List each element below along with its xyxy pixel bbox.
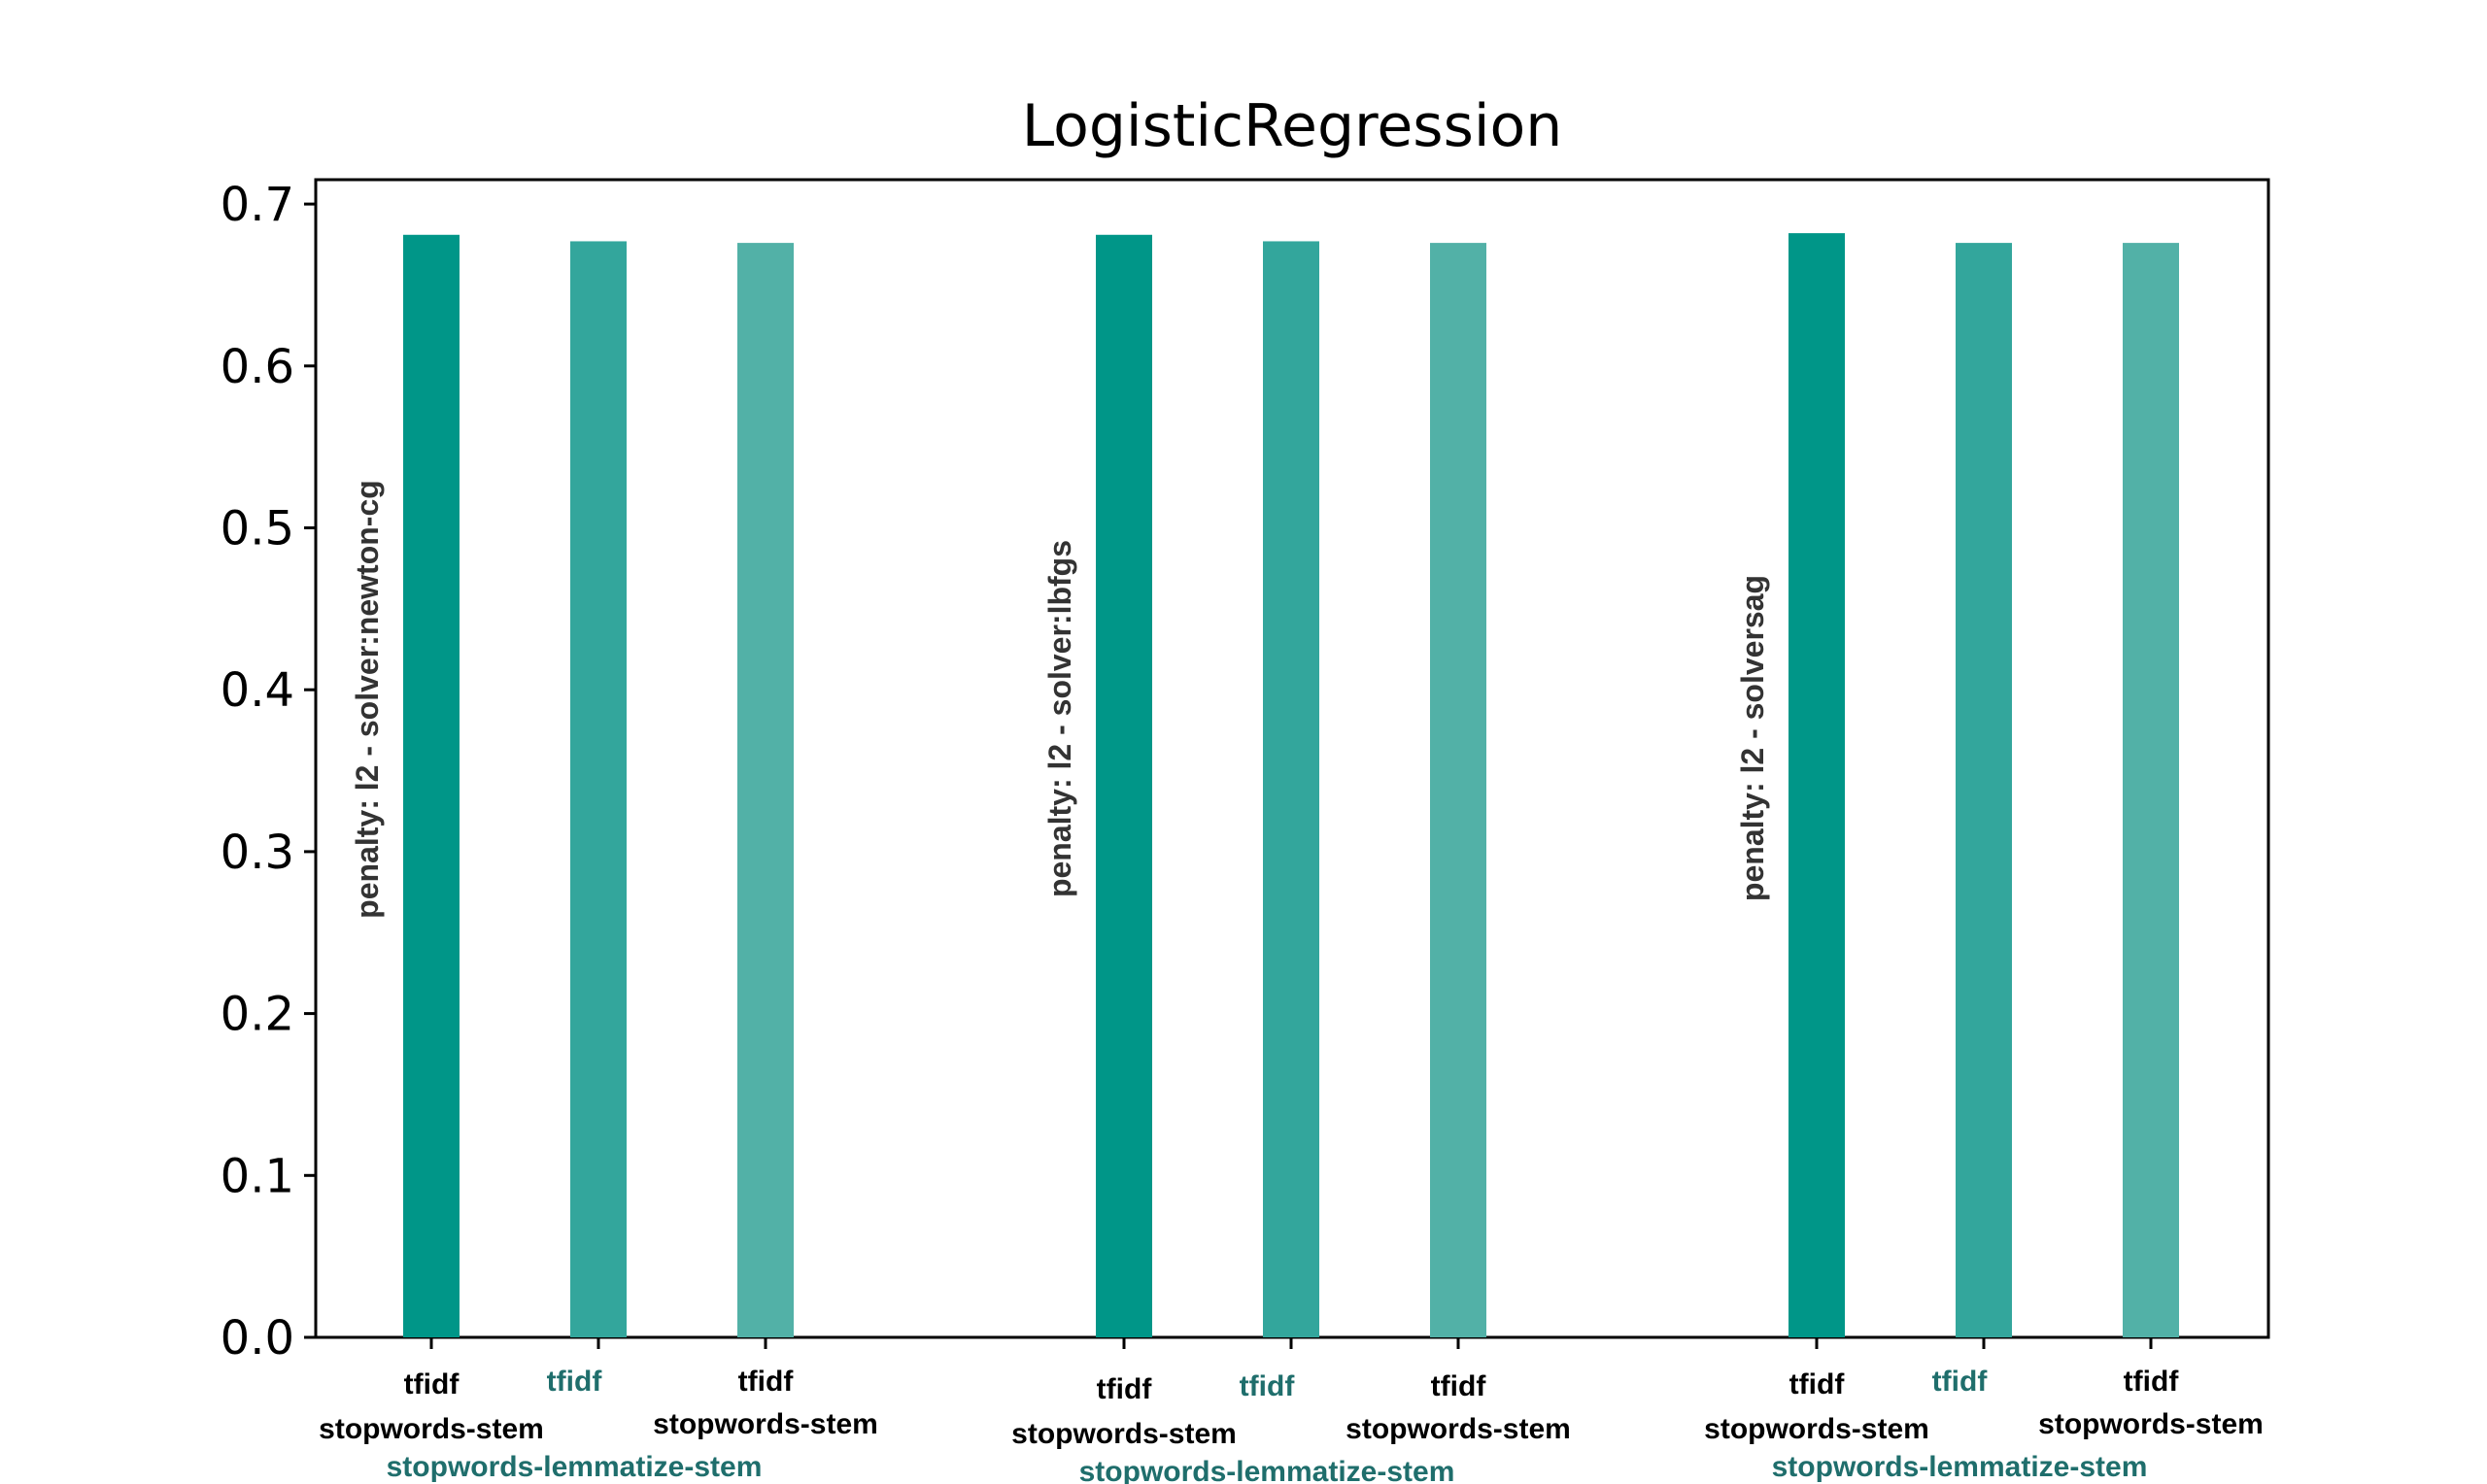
y-axis: 0.0 0.1 0.2 0.3 0.4 0.5 0.6 0.7 [221, 178, 316, 1366]
bar [1096, 234, 1152, 1338]
x-tick-label: stopwords-lemmatize-stem [387, 1451, 763, 1483]
bar [403, 234, 460, 1338]
y-tick-label: 0.6 [221, 340, 294, 394]
x-tick-label: tfidf [1097, 1373, 1153, 1405]
x-tick-label: stopwords-lemmatize-stem [1079, 1456, 1455, 1484]
y-tick-label: 0.5 [221, 502, 294, 556]
bar [1956, 243, 2012, 1337]
x-tick-label: stopwords-stem [653, 1408, 878, 1440]
bar [1789, 233, 1845, 1338]
bars-layer [403, 233, 2179, 1338]
y-tick-label: 0.2 [221, 988, 294, 1042]
x-tick-label: stopwords-stem [1011, 1418, 1237, 1450]
y-tick-label: 0.1 [221, 1149, 294, 1203]
y-tick-label: 0.4 [221, 663, 294, 718]
group-label: penalty: l2 - solversag [1735, 575, 1770, 901]
y-tick-label: 0.0 [221, 1311, 294, 1366]
x-labels-layer: tfidfstopwords-stemtfidfstopwords-lemmat… [319, 1337, 2264, 1484]
x-tick-label: stopwords-stem [1346, 1413, 1571, 1445]
x-tick-label: tfidf [547, 1366, 603, 1398]
group-label: penalty: l2 - solver:newton-cg [350, 480, 385, 919]
chart-title: LogisticRegression [1022, 92, 1562, 160]
x-tick-label: tfidf [1932, 1366, 1989, 1398]
bar [570, 241, 627, 1337]
y-tick-label: 0.3 [221, 826, 294, 880]
group-labels-layer: penalty: l2 - solver:newton-cg penalty: l… [350, 480, 1770, 919]
bar [1430, 243, 1486, 1337]
x-tick-label: tfidf [1431, 1370, 1487, 1402]
x-tick-label: stopwords-lemmatize-stem [1772, 1451, 2148, 1483]
x-tick-label: stopwords-stem [1704, 1413, 1929, 1445]
x-tick-label: stopwords-stem [319, 1413, 544, 1445]
group-label: penalty: l2 - solver:lbfgs [1042, 540, 1077, 897]
x-tick-label: tfidf [404, 1368, 460, 1400]
y-tick-label: 0.7 [221, 178, 294, 232]
x-tick-label: tfidf [2124, 1366, 2180, 1398]
x-tick-label: tfidf [738, 1366, 795, 1398]
bar [2123, 243, 2179, 1337]
bar [737, 243, 794, 1337]
bar [1263, 241, 1319, 1337]
x-tick-label: tfidf [1240, 1370, 1296, 1402]
x-tick-label: stopwords-stem [2038, 1408, 2264, 1440]
x-tick-label: tfidf [1789, 1368, 1846, 1400]
